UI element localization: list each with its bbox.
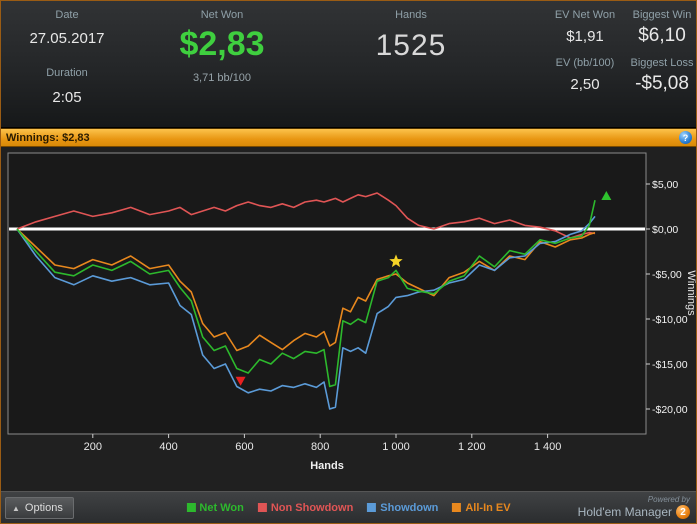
y-tick-label: $5,00 <box>652 179 678 191</box>
y-tick-label: -$15,00 <box>652 359 688 371</box>
y-tick-label: -$20,00 <box>652 404 688 416</box>
hands-column: Hands 1525 <box>311 9 511 63</box>
duration-value: 2:05 <box>52 89 82 106</box>
biggest-win-label: Biggest Win <box>632 9 692 21</box>
net-won-column: Net Won $2,83 3,71 bb/100 <box>133 9 311 84</box>
legend-item-non-showdown: Non Showdown <box>257 501 354 514</box>
options-button[interactable]: ▲ Options <box>5 497 74 519</box>
series-line-net-won <box>16 200 596 388</box>
x-tick-label: 1 000 <box>382 441 410 453</box>
y-axis-title: Winnings <box>685 270 696 316</box>
star-marker-icon <box>389 254 403 268</box>
legend-swatch-icon <box>452 503 462 512</box>
chart-svg: $5,00 $0,00 -$5,00 -$10,00 -$15,00 -$20,00 200… <box>7 152 696 472</box>
date-label: Date <box>55 9 79 21</box>
expand-arrow-icon: ▲ <box>12 503 20 513</box>
series-line-showdown <box>16 215 596 410</box>
net-won-bb100: 3,71 bb/100 <box>192 72 252 84</box>
legend-item-net-won: Net Won <box>186 501 244 514</box>
hands-label: Hands <box>395 9 427 21</box>
x-axis-title: Hands <box>310 460 344 472</box>
x-tick-label: 200 <box>84 441 102 453</box>
date-value: 27.05.2017 <box>29 30 105 47</box>
duration-label: Duration <box>46 67 88 79</box>
legend-item-showdown: Showdown <box>367 502 438 514</box>
legend-label: Net Won <box>199 501 244 514</box>
plot-area <box>7 152 647 435</box>
y-tick-label: -$10,00 <box>652 314 688 326</box>
legend-label: All-In EV <box>465 501 511 514</box>
x-tick-label: 1 200 <box>458 441 486 453</box>
chart-legend: Net Won Non Showdown Showdown All-In EV <box>186 492 511 523</box>
net-won-label: Net Won <box>200 9 244 21</box>
ev-bb100-label: EV (bb/100) <box>555 57 615 69</box>
net-won-value: $2,83 <box>179 25 265 63</box>
date-duration-column: Date 27.05.2017 Duration 2:05 <box>1 9 133 106</box>
legend-label: Showdown <box>380 501 439 514</box>
x-tick-label: 400 <box>159 441 177 453</box>
winnings-chart[interactable]: $5,00 $0,00 -$5,00 -$10,00 -$15,00 -$20,00 200… <box>1 147 696 491</box>
hands-value: 1525 <box>375 29 447 62</box>
legend-swatch-icon <box>257 503 267 512</box>
powered-by-block: Powered by Hold'em Manager 2 <box>578 495 690 519</box>
brand-name: Hold'em Manager <box>577 505 672 519</box>
legend-swatch-icon <box>186 503 196 512</box>
x-tick-label: 800 <box>311 441 329 453</box>
help-icon[interactable]: ? <box>679 131 692 144</box>
biggest-loss-label: Biggest Loss <box>630 57 694 69</box>
ev-net-won-label: EV Net Won <box>554 9 616 21</box>
ev-net-won-value: $1,91 <box>566 27 604 45</box>
stats-header: Date 27.05.2017 Duration 2:05 Net Won $2… <box>1 1 696 128</box>
powered-by-text: Powered by <box>647 495 690 504</box>
y-tick-label: $0,00 <box>652 224 678 236</box>
legend-item-all-in-ev: All-In EV <box>452 501 511 514</box>
series-line-non-showdown <box>16 192 596 239</box>
biggest-column: Biggest Win $6,10 Biggest Loss -$5,08 <box>629 9 695 99</box>
options-button-label: Options <box>24 502 63 514</box>
end-arrow-marker-icon <box>601 191 612 200</box>
x-tick-label: 600 <box>235 441 253 453</box>
biggest-loss-marker-icon <box>235 376 246 386</box>
biggest-win-value: $6,10 <box>638 25 686 46</box>
winnings-title: Winnings: $2,83 <box>6 131 90 144</box>
y-tick-label: -$5,00 <box>652 269 682 281</box>
x-tick-label: 1 400 <box>534 441 562 453</box>
footer-bar: ▲ Options Net Won Non Showdown Showdown All… <box>1 491 696 523</box>
winnings-title-bar: Winnings: $2,83 ? <box>1 128 696 147</box>
legend-swatch-icon <box>367 503 377 512</box>
ev-bb100-value: 2,50 <box>570 75 600 93</box>
ev-column: EV Net Won $1,91 EV (bb/100) 2,50 <box>537 9 633 99</box>
biggest-loss-value: -$5,08 <box>635 73 689 94</box>
hm2-logo-icon: 2 <box>676 505 690 519</box>
legend-label: Non Showdown <box>270 501 354 514</box>
